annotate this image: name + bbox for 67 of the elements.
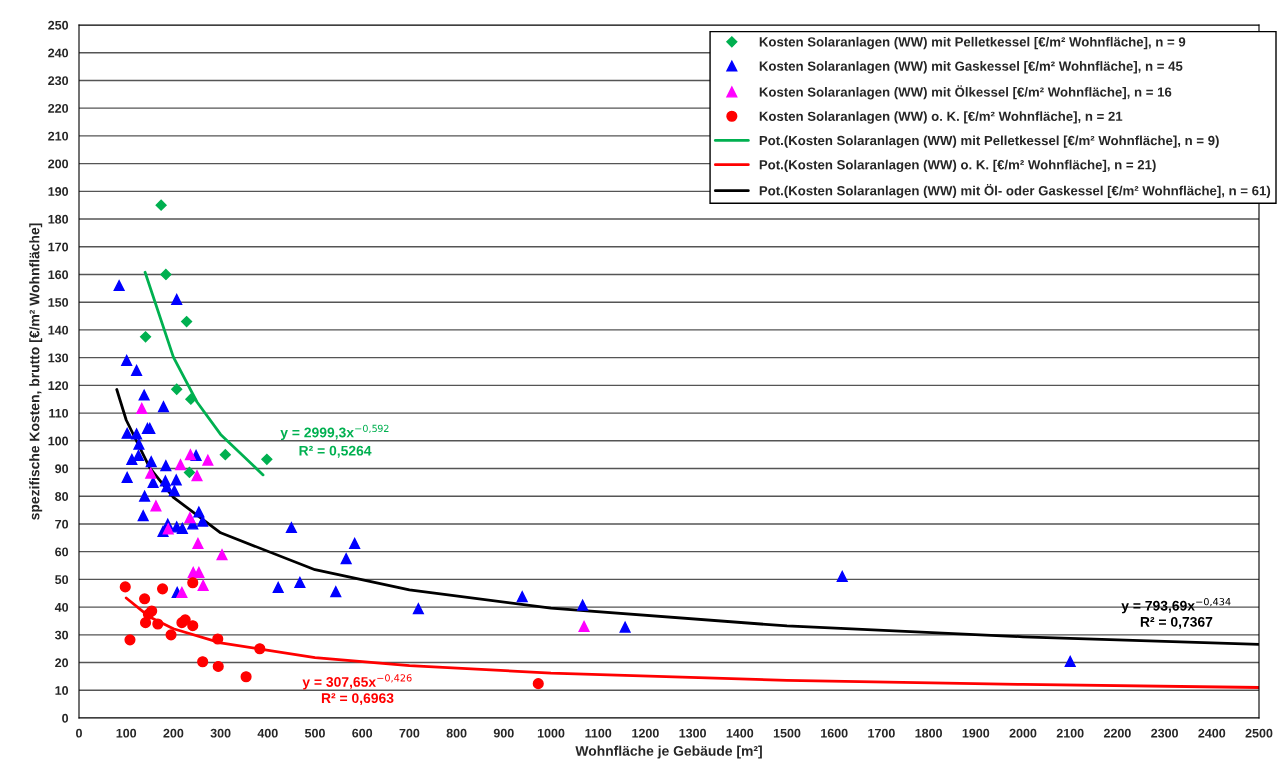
y-tick-label: 90 <box>55 464 69 474</box>
y-tick-label: 120 <box>48 381 69 391</box>
x-tick-label: 1400 <box>726 728 754 738</box>
annotation: y = 307,65x$^{−0,426}$ <box>302 674 412 690</box>
x-tick-label: 1800 <box>915 728 942 738</box>
x-tick-label: 2500 <box>1245 728 1273 738</box>
x-tick-label: 300 <box>210 728 231 738</box>
x-tick-label: 1200 <box>632 728 659 738</box>
y-tick-label: 150 <box>48 298 69 307</box>
annotation: y = 793,69x$^{−0,434}$ <box>1121 597 1231 614</box>
y-tick-label: 170 <box>48 242 69 252</box>
x-tick-label: 900 <box>493 728 514 738</box>
x-tick-label: 600 <box>352 728 373 738</box>
x-tick-label: 1600 <box>821 728 848 738</box>
y-tick-label: 40 <box>54 602 69 612</box>
x-tick-label: 700 <box>399 728 420 738</box>
x-tick-label: 1100 <box>585 728 612 738</box>
legend-label: Kosten Solaranlagen (WW) mit Ölkessel [€/m² Wohnfläche], n = 16 <box>759 85 1172 100</box>
x-tick-label: 2100 <box>1056 728 1084 738</box>
y-tick-label: 60 <box>55 547 69 557</box>
y-axis-title: spezifische Kosten, brutto [€/m² Wohnfläche] <box>29 223 43 520</box>
y-tick-label: 30 <box>54 630 69 640</box>
legend-label: Kosten Solaranlagen (WW) mit Gaskessel [€/m² Wohnfläche], n = 45 <box>759 61 1183 74</box>
legend-label: Kosten Solaranlagen (WW) mit Pelletkessel [€/m² Wohnfläche], n = 9 <box>759 36 1186 50</box>
x-tick-label: 1900 <box>962 728 990 738</box>
y-tick-label: 130 <box>48 353 69 363</box>
y-tick-label: 160 <box>48 270 69 280</box>
y-tick-label: 190 <box>48 187 69 196</box>
x-tick-label: 1000 <box>537 728 565 738</box>
x-tick-label: 100 <box>116 728 137 738</box>
y-tick-label: 110 <box>49 408 69 418</box>
annotation: R² = 0,5264 <box>299 445 372 458</box>
x-axis-title: Wohnfläche je Gebäude [m²] <box>575 745 762 759</box>
y-tick-label: 50 <box>55 575 69 585</box>
x-tick-label: 1500 <box>773 728 801 738</box>
x-tick-label: 0 <box>76 728 82 738</box>
y-tick-label: 100 <box>48 436 69 446</box>
y-tick-label: 210 <box>48 131 69 141</box>
y-tick-label: 240 <box>48 48 69 58</box>
x-tick-label: 400 <box>257 728 278 738</box>
x-tick-label: 200 <box>163 728 184 738</box>
x-tick-label: 1700 <box>868 728 895 738</box>
legend-label: Kosten Solaranlagen (WW) o. K. [€/m² Wohnfläche], n = 21 <box>759 111 1123 124</box>
legend-label: Pot.(Kosten Solaranlagen (WW) mit Pelletkessel [€/m² Wohnfläche], n = 9) <box>759 135 1219 148</box>
x-tick-label: 2400 <box>1198 728 1226 738</box>
annotation: R² = 0,7367 <box>1140 616 1213 629</box>
y-tick-label: 140 <box>48 325 69 335</box>
y-tick-label: 10 <box>55 686 69 695</box>
x-tick-label: 2200 <box>1103 728 1131 738</box>
x-tick-label: 2300 <box>1151 728 1178 738</box>
y-tick-label: 80 <box>55 492 69 501</box>
y-tick-label: 20 <box>55 658 69 668</box>
y-tick-label: 200 <box>48 159 69 169</box>
y-tick-label: 230 <box>48 76 69 86</box>
annotation: y = 2999,3x$^{−0,592}$ <box>280 424 389 441</box>
y-tick-label: 250 <box>48 20 69 30</box>
x-tick-label: 1300 <box>679 728 706 738</box>
legend-label: Pot.(Kosten Solaranlagen (WW) o. K. [€/m² Wohnfläche], n = 21) <box>759 159 1156 173</box>
annotation: R² = 0,6963 <box>321 693 394 706</box>
x-tick-label: 800 <box>446 728 467 738</box>
x-tick-label: 500 <box>304 728 325 738</box>
y-tick-label: 180 <box>48 214 69 224</box>
legend-label: Pot.(Kosten Solaranlagen (WW) mit Öl- oder Gaskessel [€/m² Wohnfläche], n = 61) <box>759 183 1271 199</box>
x-tick-label: 2000 <box>1009 728 1037 738</box>
y-tick-label: 70 <box>55 519 69 529</box>
y-tick-label: 0 <box>62 713 69 723</box>
y-tick-label: 220 <box>48 103 69 113</box>
